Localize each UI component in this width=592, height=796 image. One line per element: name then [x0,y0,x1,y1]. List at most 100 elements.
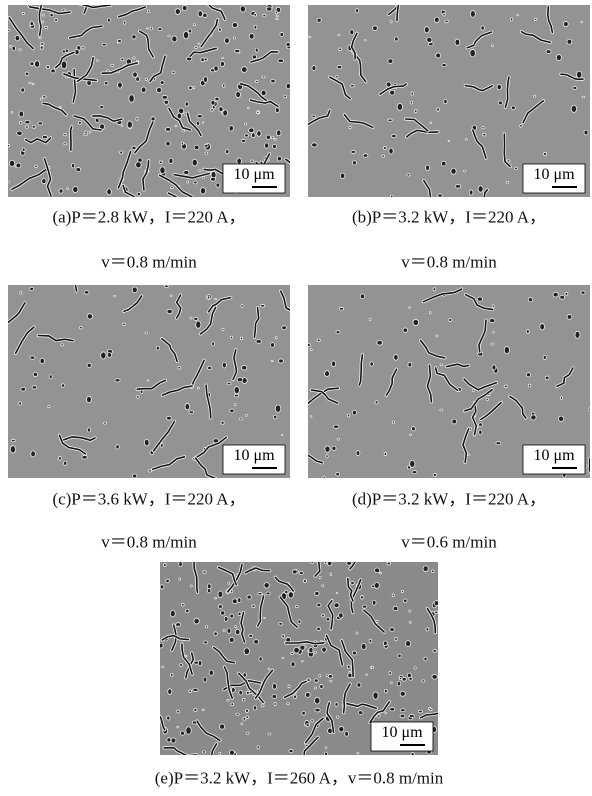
pore [433,288,436,291]
pore [157,87,162,92]
pore [492,305,494,308]
pore [410,460,415,467]
pore [45,26,48,28]
pore [170,295,172,296]
pore [445,20,449,23]
pore [497,84,501,89]
pore [116,445,119,449]
pore [156,346,159,350]
pore [31,451,36,457]
pore [483,133,486,136]
pore [25,72,28,76]
pore [395,637,398,641]
pore [390,90,395,95]
pore [409,621,411,623]
pore [347,562,352,565]
pore [339,726,344,731]
pore [249,33,254,39]
pore [442,64,446,67]
pore [123,21,126,24]
sem-image: 10 μm [8,5,290,197]
pore [373,692,378,699]
pore [489,319,495,323]
pore [43,14,45,16]
pore [264,617,266,618]
pore [8,29,10,31]
pore [211,177,216,181]
pore [272,683,276,689]
pore [296,605,299,608]
pore [64,133,67,135]
pore [336,75,338,78]
pore [380,572,382,573]
pore [32,83,34,85]
pore [274,139,276,141]
pore [491,343,494,345]
pore [325,752,328,755]
pore [175,9,180,15]
pore [237,158,242,164]
pore [97,60,99,62]
pore [364,40,366,41]
pore [107,18,110,22]
pore [160,81,164,85]
pore [436,335,438,337]
pore [356,451,360,456]
pore [132,287,137,293]
pore [409,610,411,612]
pore [136,117,138,120]
pore [252,605,255,608]
pore [465,139,467,141]
pore [87,363,91,367]
pore [581,21,583,23]
pore [261,90,266,96]
pore [241,305,243,308]
pore [137,396,139,399]
pore [264,583,269,589]
pore [376,620,378,622]
pore [326,618,330,621]
pore [19,49,21,50]
pore [19,111,24,117]
pore [455,39,460,45]
pore [42,135,47,138]
pore [279,359,284,363]
pore [121,125,123,127]
pore [190,585,192,587]
caption: v＝0.8 m/min [401,248,496,273]
pore [491,45,493,47]
pore [107,353,111,358]
pore [207,296,210,299]
pore [46,66,50,69]
pore [20,292,22,294]
pore [449,318,452,321]
pore [254,14,257,17]
pore [261,705,264,707]
pore [389,148,393,154]
pore [408,362,412,367]
pore [358,711,363,715]
pore [59,106,61,107]
pore [556,55,561,61]
pore [177,726,179,728]
pore [288,592,293,598]
pore [322,647,327,652]
pore [312,115,315,118]
pore [390,707,395,711]
pore [317,603,321,607]
pore [334,603,339,608]
pore [182,5,187,10]
pore [339,48,342,51]
pore [160,585,164,589]
pore [10,446,15,453]
pore [252,55,256,59]
pore [315,697,320,704]
pore [87,428,90,432]
pore [448,140,450,141]
pore [347,665,350,669]
pore [64,461,67,465]
pore [400,691,405,696]
pore [148,470,152,472]
pore [19,402,22,405]
pore [504,385,507,388]
